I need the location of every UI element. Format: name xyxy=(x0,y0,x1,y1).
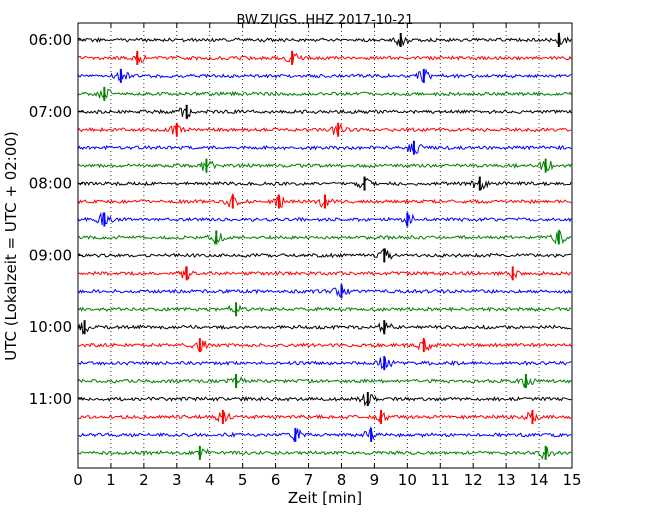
x-tick-label: 9 xyxy=(370,471,380,489)
trace-row xyxy=(77,32,572,47)
trace-row xyxy=(77,176,572,191)
x-tick-label: 11 xyxy=(431,471,450,489)
trace-line xyxy=(77,88,572,99)
x-tick-label: 10 xyxy=(398,471,417,489)
trace-line xyxy=(77,447,572,461)
trace-line xyxy=(77,376,572,388)
trace-line xyxy=(77,32,572,47)
x-tick-label: 1 xyxy=(106,471,116,489)
trace-line xyxy=(77,394,572,407)
trace-line xyxy=(77,52,572,64)
x-tick-label: 8 xyxy=(337,471,347,489)
trace-row xyxy=(77,158,572,173)
trace-line xyxy=(77,160,572,172)
chart-title: BW.ZUGS..HHZ 2017-10-21 xyxy=(236,13,413,28)
x-tick-label: 15 xyxy=(562,471,581,489)
x-tick-label: 2 xyxy=(139,471,149,489)
trace-line xyxy=(77,304,572,313)
plot-frame xyxy=(77,22,573,469)
y-axis-title: UTC (Lokalzeit = UTC + 02:00) xyxy=(2,131,20,361)
x-tick-label: 12 xyxy=(464,471,483,489)
x-tick-label: 3 xyxy=(172,471,182,489)
trace-row xyxy=(77,229,572,246)
trace-row xyxy=(77,104,572,121)
trace-row xyxy=(77,445,572,461)
trace-line xyxy=(77,68,572,83)
trace-row xyxy=(77,302,572,317)
trace-row xyxy=(77,211,572,227)
trace-line xyxy=(77,211,572,227)
x-tick-label: 0 xyxy=(73,471,83,489)
trace-line xyxy=(77,337,572,353)
y-tick-layer: 06:00 07:00 08:00 09:00 10:00 11:00 xyxy=(29,31,83,408)
y-tick-label: 09:00 xyxy=(29,246,72,264)
y-tick-label: 06:00 xyxy=(29,31,72,49)
trace-line xyxy=(77,266,572,281)
trace-row xyxy=(77,426,572,442)
trace-row xyxy=(77,392,572,407)
trace-layer xyxy=(77,32,572,461)
trace-row xyxy=(77,86,572,101)
x-tick-label: 4 xyxy=(205,471,215,489)
trace-line xyxy=(77,176,572,191)
trace-row xyxy=(77,320,572,336)
x-tick-label: 14 xyxy=(530,471,549,489)
trace-line xyxy=(77,285,572,297)
x-tick-layer: 0 1 2 3 4 5 6 7 8 9 10 11 12 13 14 15 xyxy=(73,23,582,489)
trace-line xyxy=(77,322,572,336)
y-tick-label: 11:00 xyxy=(29,390,72,408)
x-tick-label: 6 xyxy=(271,471,281,489)
trace-line xyxy=(77,426,572,442)
trace-line xyxy=(77,123,572,136)
grid-layer xyxy=(110,23,540,468)
x-tick-label: 5 xyxy=(238,471,248,489)
trace-row xyxy=(77,140,572,155)
y-tick-label: 08:00 xyxy=(29,175,72,193)
trace-line xyxy=(77,357,572,370)
trace-row xyxy=(77,356,572,371)
trace-row xyxy=(77,284,572,299)
trace-row xyxy=(77,192,572,209)
trace-row xyxy=(77,266,572,281)
x-tick-label: 13 xyxy=(497,471,516,489)
trace-line xyxy=(77,248,572,260)
trace-row xyxy=(77,409,572,424)
trace-line xyxy=(77,411,572,423)
trace-row xyxy=(77,248,572,263)
trace-line xyxy=(77,107,572,121)
trace-row xyxy=(77,68,572,83)
trace-row xyxy=(77,50,572,65)
trace-line xyxy=(77,143,572,155)
trace-row xyxy=(77,337,572,353)
trace-row xyxy=(77,374,572,389)
x-axis-title: Zeit [min] xyxy=(288,489,362,507)
x-tick-label: 7 xyxy=(304,471,314,489)
trace-row xyxy=(77,122,572,137)
y-tick-label: 10:00 xyxy=(29,318,72,336)
y-tick-label: 07:00 xyxy=(29,103,72,121)
trace-line xyxy=(77,229,572,246)
